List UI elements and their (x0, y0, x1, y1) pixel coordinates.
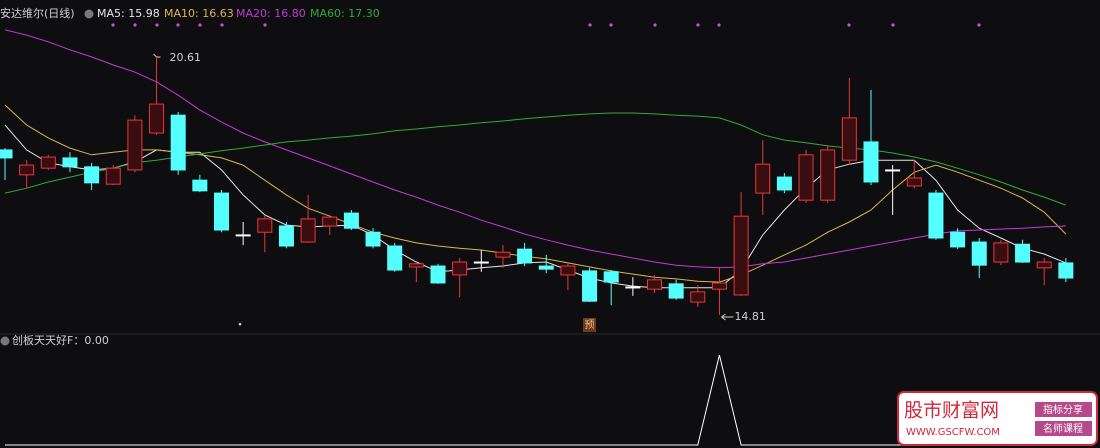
candle-body (711, 282, 727, 290)
signal-dots (111, 23, 981, 27)
indicator-line (5, 354, 1066, 446)
candle-body (733, 215, 749, 296)
high-label: 20.61 (170, 51, 202, 64)
watermark-url: WWW.GSCFW.COM (906, 427, 1000, 438)
candle-body (365, 231, 381, 247)
candle-body (582, 270, 598, 302)
candle-body (387, 245, 403, 271)
candle-body (495, 251, 511, 258)
annotation-arrow (721, 313, 734, 321)
candle-body (257, 218, 273, 233)
candle-body (885, 169, 901, 172)
candle-body (214, 192, 229, 231)
candle-body (473, 261, 489, 264)
chart-title: 安达维尔(日线) (0, 6, 75, 20)
candle-body (906, 177, 922, 187)
candle-body (950, 231, 966, 248)
event-glyph: • (237, 321, 242, 331)
marker-bg (583, 318, 596, 332)
candle-body (40, 156, 56, 169)
candle-body (1015, 243, 1031, 263)
candle-body (668, 283, 684, 299)
legend-label: MA10: 16.63 (164, 7, 234, 20)
candle-body (300, 218, 316, 243)
candle-body (322, 216, 338, 227)
candle-body (170, 114, 186, 171)
candle-body (127, 119, 143, 171)
watermark: 股市财富网 WWW.GSCFW.COM 指标分享 名师课程 (897, 391, 1098, 446)
candle-body (343, 212, 359, 229)
candle-body (690, 291, 706, 303)
low-label: 14.81 (734, 310, 766, 323)
candle-body (560, 265, 576, 276)
candle-body (776, 176, 792, 191)
watermark-tag: 指标分享 (1043, 403, 1083, 416)
ma-line (4, 29, 1066, 269)
candle-body (430, 265, 446, 284)
candle-body (993, 242, 1009, 263)
candle-body (0, 149, 13, 159)
candle-body (798, 154, 814, 201)
candle-body (62, 157, 78, 168)
legend-toggle[interactable] (84, 9, 94, 19)
candle-body (538, 265, 554, 270)
candle-body (755, 163, 771, 194)
candle-body (1036, 261, 1052, 269)
candle-body (820, 149, 836, 201)
watermark-title: 股市财富网 (904, 400, 999, 422)
candle-body (192, 179, 208, 192)
candle-body (278, 225, 294, 247)
legend-label: MA60: 17.30 (310, 7, 380, 20)
candle-body (928, 192, 944, 239)
candle-body (105, 167, 121, 185)
candle-body (1058, 262, 1074, 279)
indicator-title: 创板天天好F：0.00 (12, 333, 109, 347)
candle-body (517, 248, 533, 264)
candle-body (408, 263, 424, 268)
candle-body (863, 141, 879, 183)
candle-body (603, 271, 619, 283)
annotation-arrow (153, 53, 161, 58)
candle-body (647, 279, 662, 290)
legend-label: MA5: 15.98 (97, 7, 160, 20)
candle-body (235, 234, 251, 237)
candle-body (841, 117, 857, 161)
candle-body (971, 241, 987, 266)
indicator-toggle[interactable] (0, 336, 10, 346)
candle-body (625, 286, 641, 289)
candle-body (84, 166, 100, 184)
candle-body (19, 164, 35, 176)
candle-body (452, 261, 468, 276)
marker: 预 (585, 319, 595, 331)
legend-label: MA20: 16.80 (236, 7, 306, 20)
watermark-tag: 名师课程 (1043, 422, 1083, 435)
candle-body (149, 103, 165, 134)
